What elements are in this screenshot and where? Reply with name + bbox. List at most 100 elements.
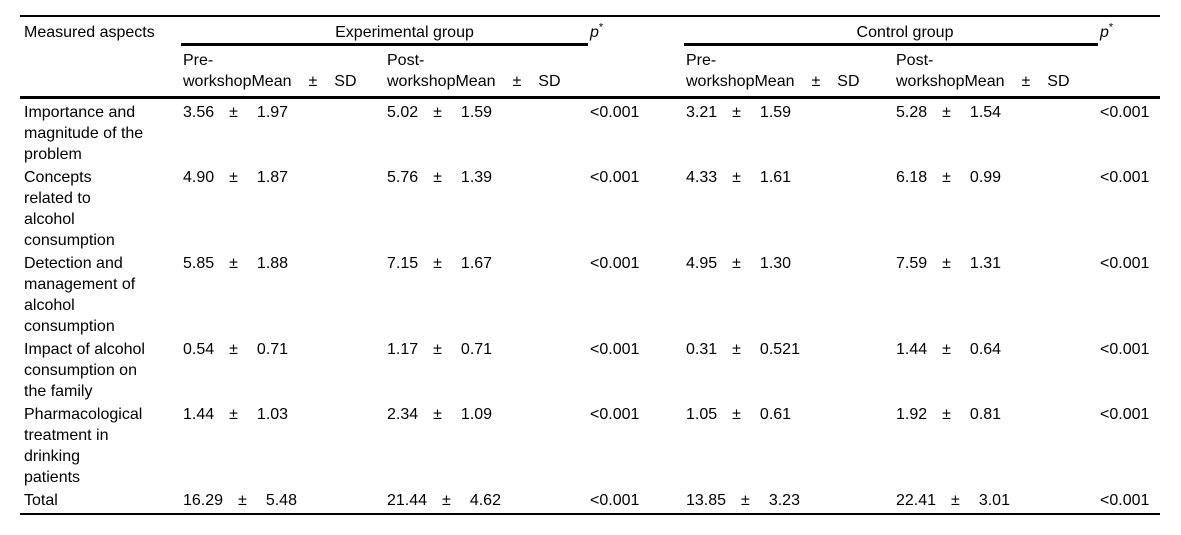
plus-minus-symbol: ± [942,169,951,186]
mean-value: 4.95 [686,255,718,272]
ctrl-pre-workshop-cell: 3.21 ± 1.59 [684,99,894,165]
mean-value: 4.33 [686,169,718,186]
ctrl-pre-workshop-cell: 0.31 ± 0.521 [684,336,894,402]
ctrl-pre-workshop-cell: 4.33 ± 1.61 [684,164,894,251]
plus-minus-symbol: ± [741,492,750,509]
plus-minus-symbol: ± [433,255,442,272]
sd-value: 1.97 [256,104,289,121]
ctrl-p-value: <0.001 [1100,169,1150,186]
mean-value: 16.29 [183,492,224,509]
plus-minus-header: ± [308,73,318,90]
exp-pre-workshop-cell: 3.56 ± 1.97 [181,99,385,165]
plus-minus-symbol: ± [732,169,741,186]
sd-value: 0.71 [460,341,493,358]
mean-value: 0.31 [686,341,718,358]
sd-value: 0.64 [969,341,1002,358]
plus-minus-symbol: ± [229,406,238,423]
table-row: Importance and magnitude of the problem … [20,99,1160,164]
plus-minus-symbol: ± [942,341,951,358]
ctrl-pre-workshop-header: Pre- workshopMean ± SD [684,45,894,96]
experimental-group-header: Experimental group [181,17,588,46]
plus-minus-symbol: ± [238,492,247,509]
workshop-mean-label: workshopMean [896,73,1005,90]
plus-minus-header: ± [1021,73,1031,90]
sd-value: 1.31 [969,255,1002,272]
sd-value: 0.99 [969,169,1002,186]
post-label: Post- [387,52,425,69]
ctrl-p-value: <0.001 [1100,341,1150,358]
sd-value: 1.59 [460,104,493,121]
workshop-mean-label: workshopMean [387,73,496,90]
plus-minus-symbol: ± [942,406,951,423]
sd-value: 1.09 [460,406,493,423]
table-row: Impact of alcohol consumption on the fam… [20,336,1160,401]
mean-value: 1.44 [896,341,928,358]
mean-value: 4.90 [183,169,215,186]
p-letter: p [1100,24,1109,41]
workshop-mean-label: workshopMean [686,73,795,90]
table-header-row-subcolumns: Pre- workshopMean ± SD Post- workshopMea… [20,45,1160,99]
exp-pre-workshop-cell: 4.90 ± 1.87 [181,164,385,251]
plus-minus-symbol: ± [732,255,741,272]
mean-value: 1.05 [686,406,718,423]
sd-value: 1.67 [460,255,493,272]
mean-value: 5.85 [183,255,215,272]
mean-value: 13.85 [686,492,727,509]
sd-header: SD [837,73,860,90]
control-group-header: Control group [684,17,1098,46]
exp-post-workshop-header: Post- workshopMean ± SD [385,45,588,96]
plus-minus-symbol: ± [433,341,442,358]
table-header-row-groups: Measured aspects Experimental group p* C… [20,17,1160,46]
ctrl-post-workshop-header: Post- workshopMean ± SD [894,45,1098,96]
exp-p-value: <0.001 [590,255,640,272]
results-table: Measured aspects Experimental group p* C… [20,15,1160,515]
table-row: Concepts related to alcohol consumption … [20,164,1160,250]
mean-value: 0.54 [183,341,215,358]
exp-pre-workshop-cell: 1.44 ± 1.03 [181,401,385,488]
ctrl-post-workshop-cell: 6.18 ± 0.99 [894,164,1098,251]
plus-minus-symbol: ± [229,104,238,121]
exp-p-value: <0.001 [590,104,640,121]
sd-value: 3.01 [978,492,1010,509]
measured-aspect-label: Detection and management of alcohol cons… [24,255,136,335]
plus-minus-symbol: ± [442,492,451,509]
exp-p-value: <0.001 [590,492,640,509]
table-row: Detection and management of alcohol cons… [20,250,1160,336]
sd-value: 1.39 [460,169,493,186]
ctrl-pre-workshop-cell: 1.05 ± 0.61 [684,401,894,488]
exp-pre-workshop-cell: 5.85 ± 1.88 [181,250,385,337]
mean-value: 7.15 [387,255,419,272]
empty-header-cell [20,45,181,96]
mean-value: 7.59 [896,255,928,272]
corner-header: Measured aspects [24,24,155,41]
measured-aspect-label: Importance and magnitude of the problem [24,104,144,163]
p-value-header-control: p* [1098,17,1160,46]
mean-value: 3.21 [686,104,718,121]
measured-aspect-label: Concepts related to alcohol consumption [24,169,115,249]
exp-pre-workshop-header: Pre- workshopMean ± SD [181,45,385,96]
sd-value: 5.48 [265,492,297,509]
exp-post-workshop-cell: 1.17 ± 0.71 [385,336,588,402]
exp-p-value: <0.001 [590,341,640,358]
mean-value: 5.28 [896,104,928,121]
empty-header-cell [1098,45,1160,96]
exp-post-workshop-cell: 7.15 ± 1.67 [385,250,588,337]
table-body: Importance and magnitude of the problem … [20,99,1160,515]
ctrl-post-workshop-cell: 1.92 ± 0.81 [894,401,1098,488]
p-value-header-experimental: p* [588,17,684,46]
sd-value: 0.61 [759,406,792,423]
mean-value: 1.44 [183,406,215,423]
ctrl-p-value: <0.001 [1100,255,1150,272]
mean-value: 1.17 [387,341,419,358]
sd-value: 1.87 [256,169,289,186]
mean-value: 6.18 [896,169,928,186]
mean-value: 21.44 [387,492,428,509]
plus-minus-symbol: ± [433,169,442,186]
table-row: Pharmacological treatment in drinking pa… [20,401,1160,487]
mean-value: 1.92 [896,406,928,423]
sd-value: 4.62 [469,492,501,509]
sd-value: 1.03 [256,406,289,423]
exp-pre-workshop-cell: 0.54 ± 0.71 [181,336,385,402]
sd-value: 3.23 [768,492,800,509]
mean-value: 22.41 [896,492,937,509]
